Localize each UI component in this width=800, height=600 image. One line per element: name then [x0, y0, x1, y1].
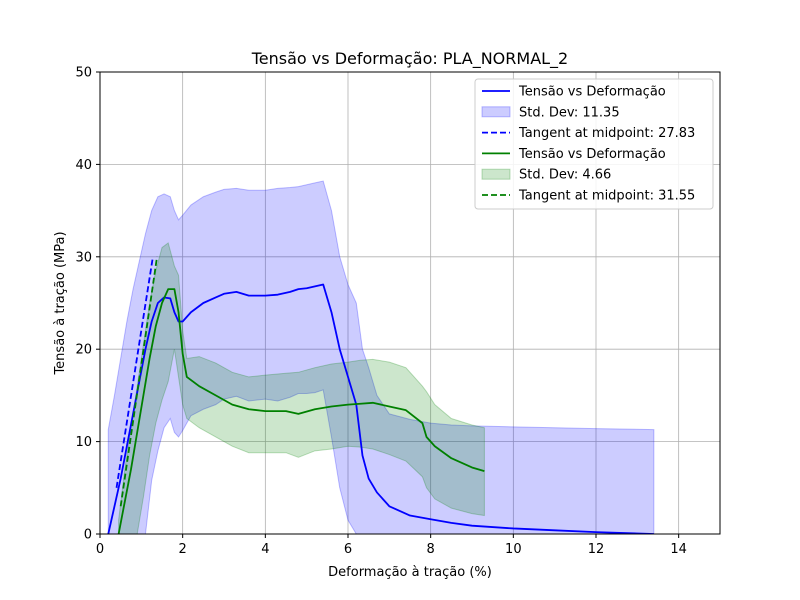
x-tick-label-0: 0: [96, 542, 104, 557]
y-axis-ticks: 0 10 20 30 40 50: [75, 66, 100, 543]
legend-label-2: Tangent at midpoint: 27.83: [518, 126, 695, 141]
legend-label-0: Tensão vs Deformação: [518, 85, 666, 100]
y-tick-label-5: 50: [75, 66, 92, 81]
y-tick-label-2: 20: [75, 343, 92, 358]
y-tick-label-0: 0: [84, 528, 92, 543]
x-tick-label-3: 6: [344, 542, 352, 557]
y-axis-label: Tensão à tração (MPa): [53, 231, 68, 375]
y-tick-label-1: 10: [75, 435, 92, 450]
plot-frame: [99, 71, 721, 535]
x-tick-label-2: 4: [261, 542, 269, 557]
series-line-0: [107, 283, 654, 534]
tangent-line-5: [119, 256, 158, 507]
legend-label-4: Std. Dev: 4.66: [519, 168, 611, 183]
y-tick-label-4: 40: [75, 158, 92, 173]
legend-label-1: Std. Dev: 11.35: [519, 105, 620, 120]
tangent-line-2: [115, 256, 154, 488]
series-lines: [107, 256, 654, 534]
chart-title: Tensão vs Deformação: PLA_NORMAL_2: [251, 49, 568, 69]
legend-label-3: Tensão vs Deformação: [518, 147, 666, 162]
legend-swatch-1: [481, 106, 511, 118]
std-dev-band-4: [118, 242, 485, 534]
x-tick-label-1: 2: [179, 542, 187, 557]
legend-label-5: Tangent at midpoint: 31.55: [518, 189, 695, 204]
legend: Tensão vs Deformação Std. Dev: 11.35 Tange…: [474, 78, 714, 210]
x-tick-label-7: 14: [670, 542, 687, 557]
x-axis-label: Deformação à tração (%): [328, 565, 492, 580]
x-axis-ticks: 0 2 4 6 8 10 12 14: [96, 534, 687, 557]
y-tick-label-3: 30: [75, 250, 92, 265]
x-tick-label-4: 8: [427, 542, 435, 557]
series-line-3: [117, 288, 485, 534]
legend-swatch-4: [481, 168, 511, 180]
x-tick-label-5: 10: [505, 542, 522, 557]
std-dev-band-1: [107, 180, 655, 534]
x-tick-label-6: 12: [588, 542, 605, 557]
legend-box: [474, 78, 714, 210]
std-dev-bands: [107, 180, 655, 534]
